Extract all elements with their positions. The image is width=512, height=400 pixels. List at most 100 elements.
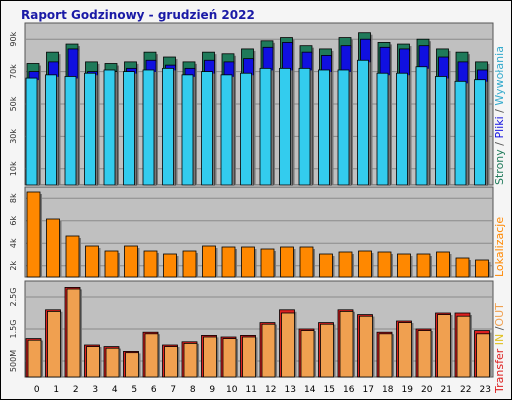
locations-bar: [338, 251, 353, 278]
transfer-bar: [300, 330, 315, 378]
transfer-bar: [339, 310, 354, 378]
x-tick-label: 19: [402, 385, 414, 395]
side-label-part: Strony: [493, 149, 506, 185]
locations-bar: [104, 250, 119, 278]
top-y-tick: 30k: [9, 129, 18, 144]
locations-bar: [397, 253, 411, 278]
pages-files-hits-bar: [396, 72, 408, 186]
transfer-bar: [203, 336, 217, 378]
top-y-tick: 50k: [9, 96, 18, 111]
locations-bar: [377, 251, 392, 278]
side-label-part: IN: [493, 330, 506, 348]
panel-pages-files-hits: 90k 70k 50k 30k 10k: [9, 22, 494, 186]
middle-plot-area: [24, 186, 494, 278]
transfer-bar: [398, 322, 412, 378]
pages-files-hits-bar: [435, 76, 447, 186]
x-tick-label: 20: [421, 385, 433, 395]
middle-y-tick: 2k: [9, 261, 18, 271]
locations-bar: [26, 191, 41, 278]
pages-files-hits-bar: [454, 80, 467, 186]
pages-files-hits-bar: [64, 76, 77, 186]
x-tick-label: 12: [265, 385, 276, 395]
transfer-bar: [144, 333, 159, 378]
pages-files-hits-bar: [474, 79, 486, 186]
transfer-bar: [242, 336, 256, 378]
side-label-part: Transfer: [493, 348, 506, 394]
pages-files-hits-bar: [123, 71, 135, 186]
transfer-bar: [105, 347, 120, 378]
pages-files-hits-bar: [45, 74, 57, 186]
x-axis-hours: 0 1 2 3 4 5 6 7 8 9 10 11 12 13 14 15 16 17 18 19 20 21 22 23: [34, 385, 491, 395]
locations-bar: [280, 246, 294, 278]
side-label-part: /: [493, 139, 506, 150]
locations-bar: [143, 250, 158, 278]
side-label-pages-files-hits: Strony / Pliki / Wywołania: [493, 46, 506, 185]
x-tick-label: 2: [73, 385, 79, 395]
x-tick-label: 18: [382, 385, 394, 395]
side-label-part: /: [493, 106, 506, 117]
pages-files-hits-bar: [142, 69, 155, 186]
locations-bar: [475, 259, 489, 278]
locations-bar: [436, 251, 450, 278]
side-label-part: Wywołania: [493, 46, 506, 106]
x-tick-label: 4: [112, 385, 118, 395]
x-tick-label: 21: [441, 385, 452, 395]
side-label-part: /: [493, 326, 506, 330]
pages-files-hits-bar: [220, 74, 233, 186]
top-y-tick: 70k: [9, 64, 18, 79]
pages-files-hits-bar: [279, 67, 291, 186]
transfer-bar: [320, 323, 334, 378]
x-tick-label: 17: [363, 385, 374, 395]
side-label-locations: Lokalizacje: [493, 217, 506, 277]
locations-bar: [182, 250, 197, 278]
transfer-bar: [456, 315, 471, 378]
locations-bar: [46, 218, 60, 278]
locations-bar: [221, 246, 236, 278]
x-tick-label: 3: [92, 385, 98, 395]
side-label-part: Pliki: [493, 116, 506, 138]
x-tick-label: 22: [460, 385, 471, 395]
pages-files-hits-bar: [201, 71, 213, 186]
middle-y-tick: 6k: [9, 216, 18, 226]
x-tick-label: 15: [324, 385, 335, 395]
chart-title: Raport Godzinowy - grudzień 2022: [21, 8, 255, 22]
locations-bar: [85, 245, 99, 278]
x-tick-label: 14: [304, 385, 316, 395]
bottom-y-tick: 500M: [9, 350, 18, 372]
side-label-part: OUT: [493, 303, 506, 327]
x-tick-label: 9: [209, 385, 215, 395]
x-tick-label: 13: [285, 385, 296, 395]
bottom-y-tick: 2.5G: [9, 288, 18, 307]
locations-bar: [358, 250, 372, 278]
x-tick-label: 1: [53, 385, 59, 395]
pages-files-hits-bar: [298, 67, 311, 186]
transfer-bar: [476, 333, 490, 378]
pages-files-hits-bar: [181, 74, 194, 186]
transfer-bar: [378, 333, 393, 378]
top-y-tick: 10k: [9, 161, 18, 176]
transfer-bar: [222, 338, 237, 378]
x-tick-label: 10: [226, 385, 238, 395]
locations-bar: [124, 245, 138, 278]
x-tick-label: 6: [151, 385, 157, 395]
locations-bar: [299, 246, 314, 278]
x-tick-label: 8: [190, 385, 196, 395]
transfer-bar: [261, 323, 276, 378]
transfer-bar: [417, 330, 432, 378]
locations-bar: [455, 257, 470, 278]
pages-files-hits-bar: [337, 69, 350, 186]
pages-files-hits-bar: [240, 72, 252, 186]
top-y-tick: 90k: [9, 31, 18, 46]
x-tick-label: 5: [131, 385, 137, 395]
pages-files-hits-bar: [84, 72, 96, 186]
transfer-bar: [86, 346, 100, 378]
panel-locations: 8k 6k 4k 2k: [9, 186, 494, 278]
transfer-bar: [125, 352, 139, 378]
x-tick-label: 16: [343, 385, 355, 395]
locations-bar: [65, 235, 80, 278]
locations-bar: [241, 246, 255, 278]
locations-bar: [416, 253, 431, 278]
middle-y-tick: 8k: [9, 193, 18, 203]
